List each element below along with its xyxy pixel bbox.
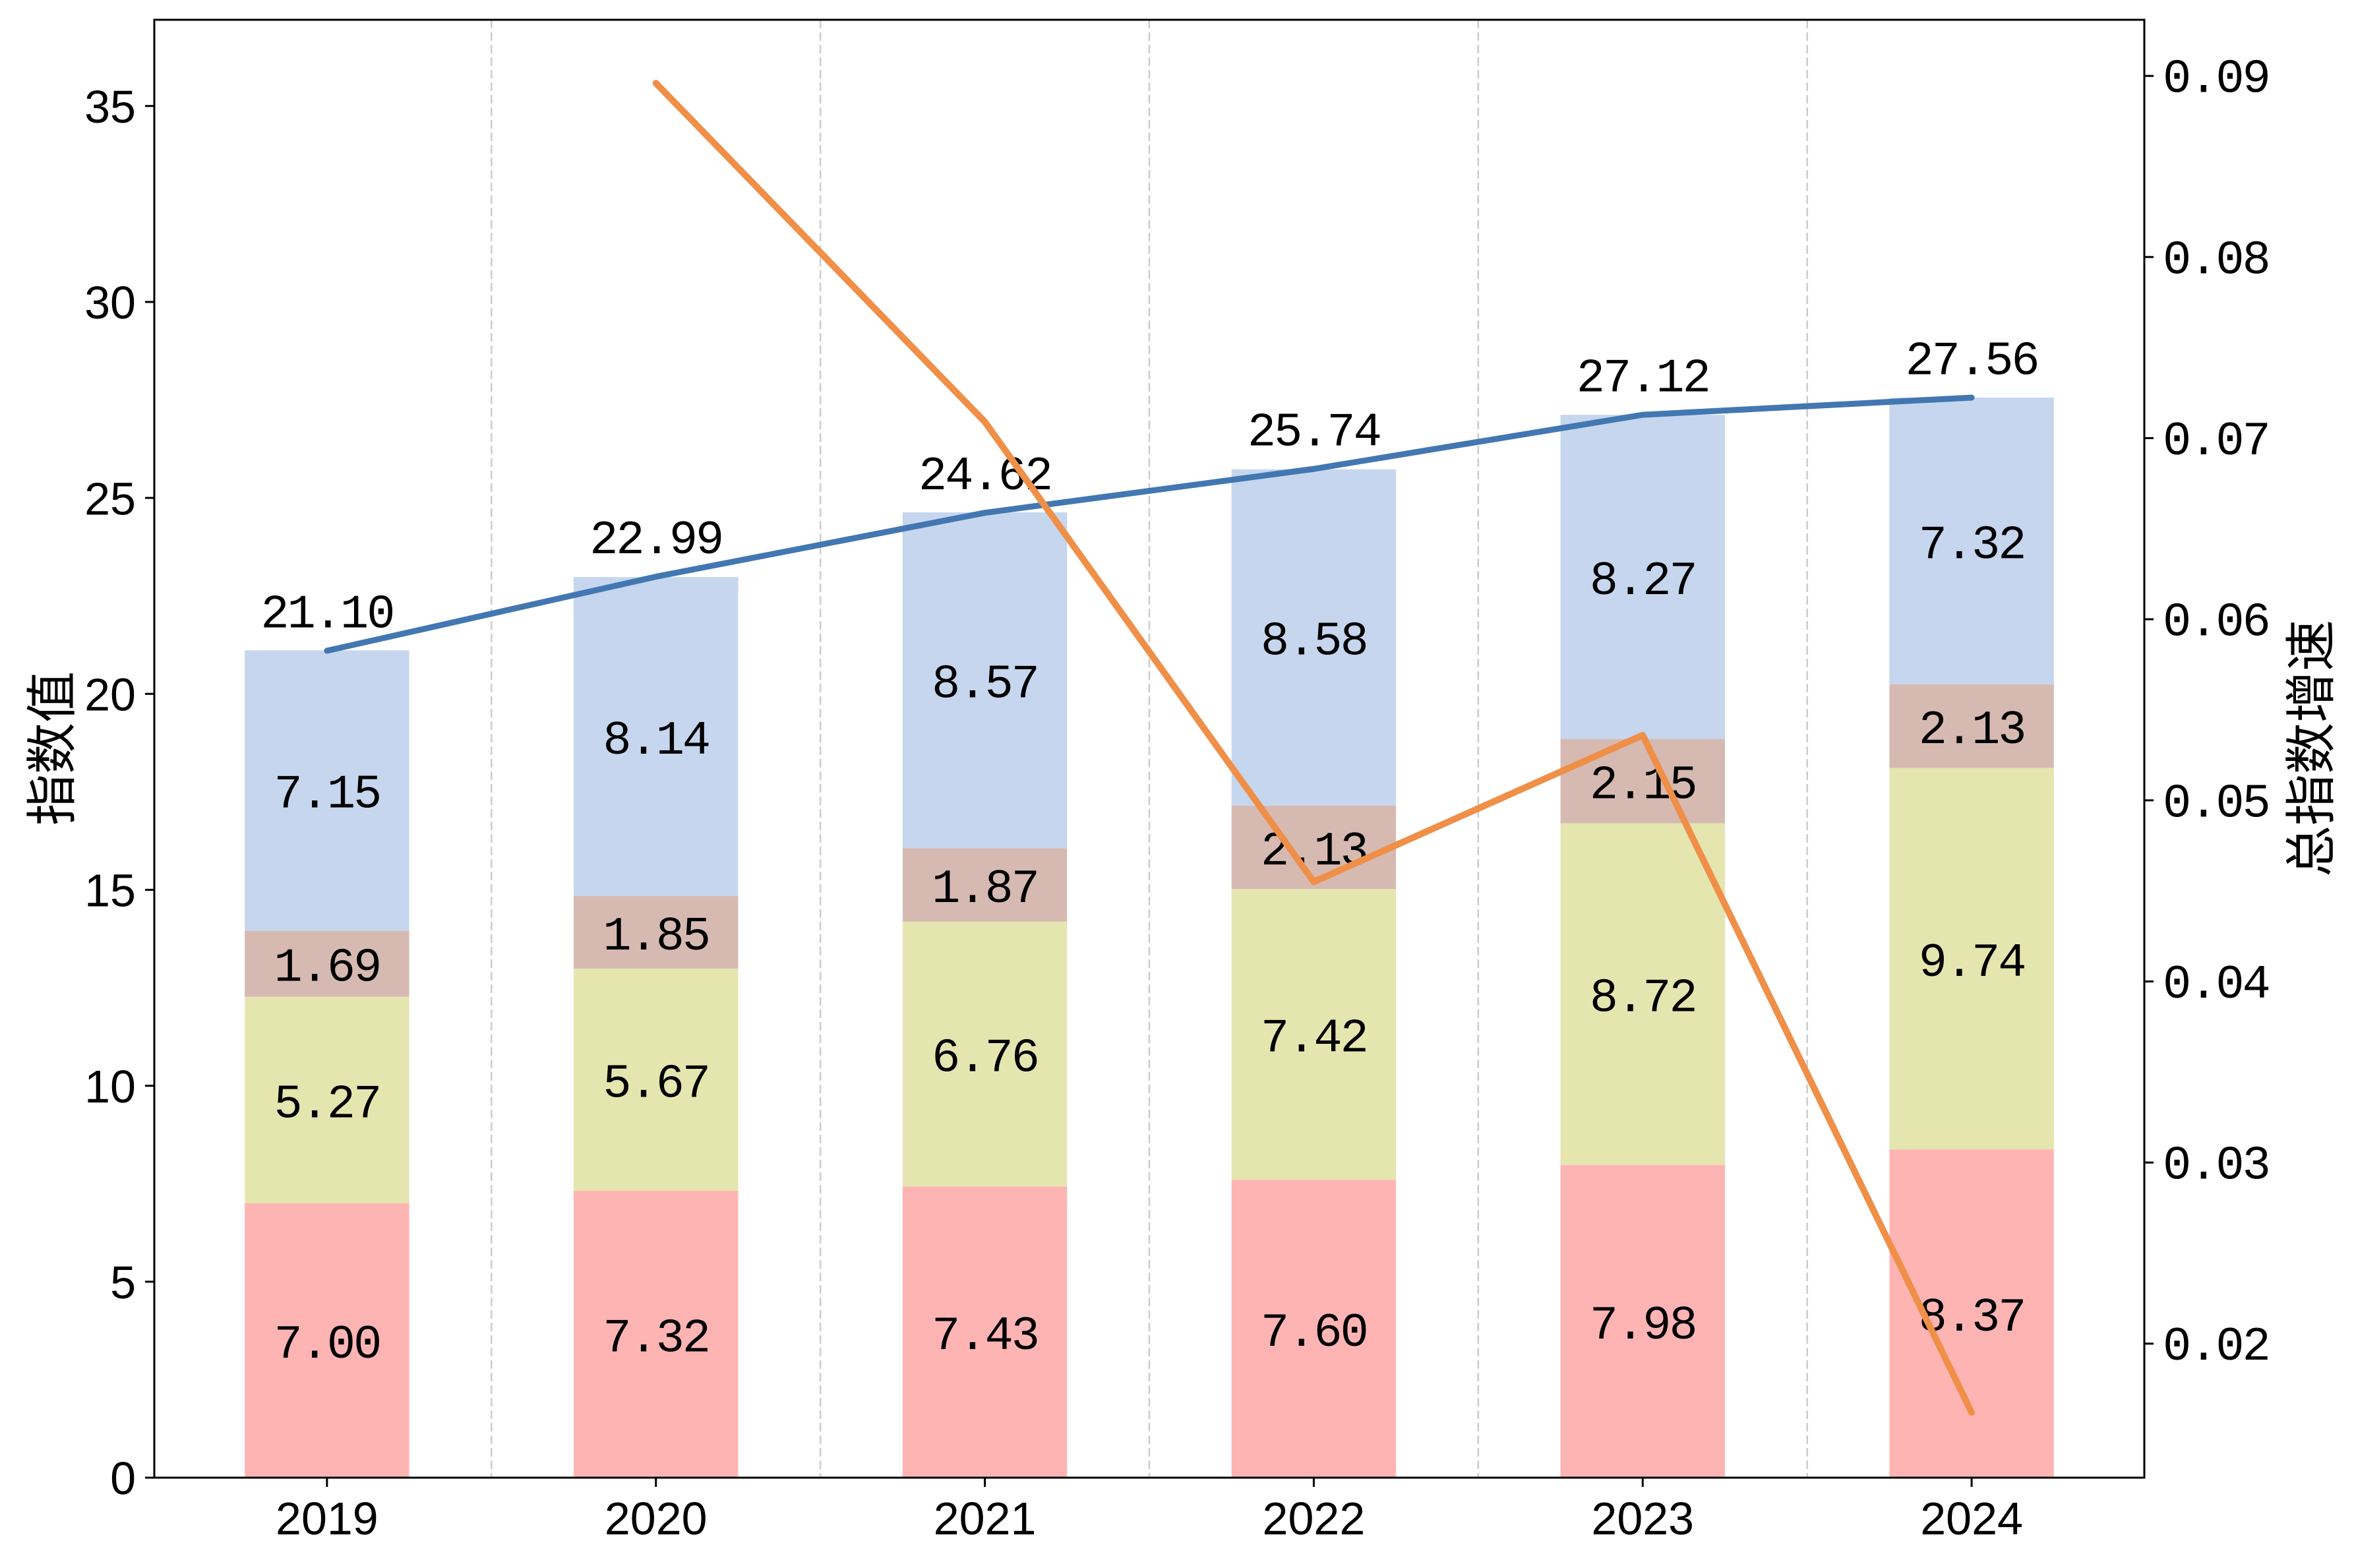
total-value-label: 25.74	[1248, 406, 1380, 460]
x-tick-label: 2024	[1920, 1493, 2023, 1544]
bar-segment	[1889, 768, 2054, 1150]
bar-segment-label: 7.98	[1590, 1299, 1696, 1353]
x-gridlines	[491, 20, 1808, 1478]
bar-segment	[902, 921, 1068, 1187]
bar-segment	[1560, 823, 1725, 1165]
bar-segment	[1889, 1149, 2054, 1478]
y-tick-label-right: 0.02	[2163, 1320, 2269, 1374]
plot-frame	[153, 18, 2146, 1479]
bar-segment	[1231, 889, 1397, 1180]
bar-segment-label: 8.72	[1590, 971, 1696, 1025]
y-tick-label-right: 0.09	[2163, 53, 2269, 107]
y-tick-label-left: 35	[84, 81, 136, 133]
bar-segment	[1889, 397, 2054, 685]
bar-segment-label: 2.15	[1590, 758, 1696, 812]
bar-segment	[1889, 684, 2054, 768]
bar-segment	[574, 577, 739, 896]
y-tick-label-left: 5	[110, 1257, 136, 1308]
y-tick-label-right: 0.04	[2163, 958, 2269, 1012]
bar-segment-label: 9.74	[1919, 936, 2025, 990]
bar-segment	[245, 930, 409, 997]
bar-segment	[902, 512, 1068, 849]
bar-stack-2022	[1231, 469, 1397, 1478]
bar-segment-label: 2.13	[1919, 704, 2025, 758]
bar-segment-label: 5.27	[274, 1077, 380, 1131]
bar-segment	[574, 895, 739, 969]
y-tick-label-left: 25	[84, 473, 136, 524]
y-tick-label-left: 10	[84, 1061, 136, 1112]
x-tick-label: 2019	[276, 1493, 378, 1544]
bar-segment-label: 5.67	[603, 1057, 709, 1111]
total-value-label: 21.10	[260, 588, 393, 642]
growth-rate-line	[652, 80, 1976, 1416]
bar-segment	[574, 968, 739, 1191]
bar-segment-label: 1.85	[603, 910, 709, 964]
y-tick-label-left: 20	[84, 669, 136, 720]
y-tick-label-left: 30	[84, 277, 136, 328]
bar-segment-label: 1.87	[932, 862, 1038, 917]
bar-segment-label: 7.32	[1919, 518, 2025, 572]
bar-segment-label: 6.76	[932, 1031, 1038, 1085]
bar-segment	[1231, 469, 1397, 806]
bar-segment-label: 1.69	[274, 941, 380, 995]
bar-segment	[1560, 1164, 1725, 1478]
bar-segment	[1231, 1180, 1397, 1478]
y-tick-label-right: 0.03	[2163, 1139, 2269, 1193]
x-tick-label: 2021	[934, 1493, 1037, 1544]
segment-value-labels: 7.00 5.27 1.69 7.15 7.32 5.67 1.85 8.14 7.43 6.76…	[274, 518, 2026, 1372]
y-tick-label-left: 0	[110, 1453, 136, 1504]
bar-segment-label: 8.57	[932, 658, 1038, 712]
y-tick-label-right: 0.07	[2163, 415, 2269, 469]
y-axis-label-right: 总指数增速	[2282, 620, 2341, 877]
bar-segment-label: 8.58	[1261, 615, 1367, 669]
bar-segment	[902, 848, 1068, 922]
bar-segment	[1231, 805, 1397, 890]
bar-segment-label: 7.32	[603, 1312, 709, 1366]
axes: 0 5 10 15 20 25 30 35 0.02 0.03 0.04 0.05 0.06 0.07 0.…	[84, 18, 2271, 1544]
total-index-line-layer	[324, 394, 1975, 654]
bar-segment-label: 8.27	[1590, 555, 1696, 609]
bar-segment-label: 7.60	[1261, 1306, 1367, 1360]
bar-stack-2019	[245, 650, 409, 1478]
bar-segment-label: 7.15	[274, 768, 380, 822]
total-value-labels: 21.10 22.99 24.62 25.74 27.12 27.56	[260, 334, 2039, 642]
bar-segment-label: 7.43	[932, 1310, 1038, 1364]
y-tick-label-right: 0.05	[2163, 777, 2269, 831]
x-tick-label: 2022	[1263, 1493, 1366, 1544]
total-value-label: 27.56	[1906, 334, 2038, 388]
x-tick-label: 2023	[1591, 1493, 1694, 1544]
bar-segment	[245, 1203, 409, 1478]
bar-segment	[1560, 739, 1725, 824]
bar-stack-2023	[1560, 415, 1725, 1478]
total-value-label: 24.62	[919, 450, 1051, 504]
bar-stacks	[245, 397, 2054, 1478]
bar-segment	[902, 1186, 1068, 1478]
y-tick-label-right: 0.08	[2163, 233, 2269, 287]
bar-segment-label: 7.42	[1261, 1012, 1367, 1066]
growth-rate-line-layer	[652, 80, 1976, 1416]
y-tick-label-right: 0.06	[2163, 596, 2269, 650]
bar-segment	[245, 650, 409, 931]
bar-segment	[574, 1190, 739, 1478]
y-axis-label-left: 指数值	[23, 671, 82, 826]
bar-stack-2021	[902, 512, 1068, 1478]
total-value-label: 27.12	[1577, 351, 1709, 406]
total-index-line	[324, 394, 1975, 654]
bar-segment	[245, 996, 409, 1203]
y-tick-label-left: 15	[84, 865, 136, 917]
total-value-label: 22.99	[589, 514, 722, 568]
bar-segment	[1560, 415, 1725, 739]
bar-stack-2020	[574, 577, 739, 1478]
x-tick-label: 2020	[605, 1493, 708, 1544]
bar-segment-label: 8.14	[603, 714, 709, 768]
bar-segment-label: 7.00	[274, 1318, 380, 1372]
bar-stack-2024	[1889, 397, 2054, 1478]
